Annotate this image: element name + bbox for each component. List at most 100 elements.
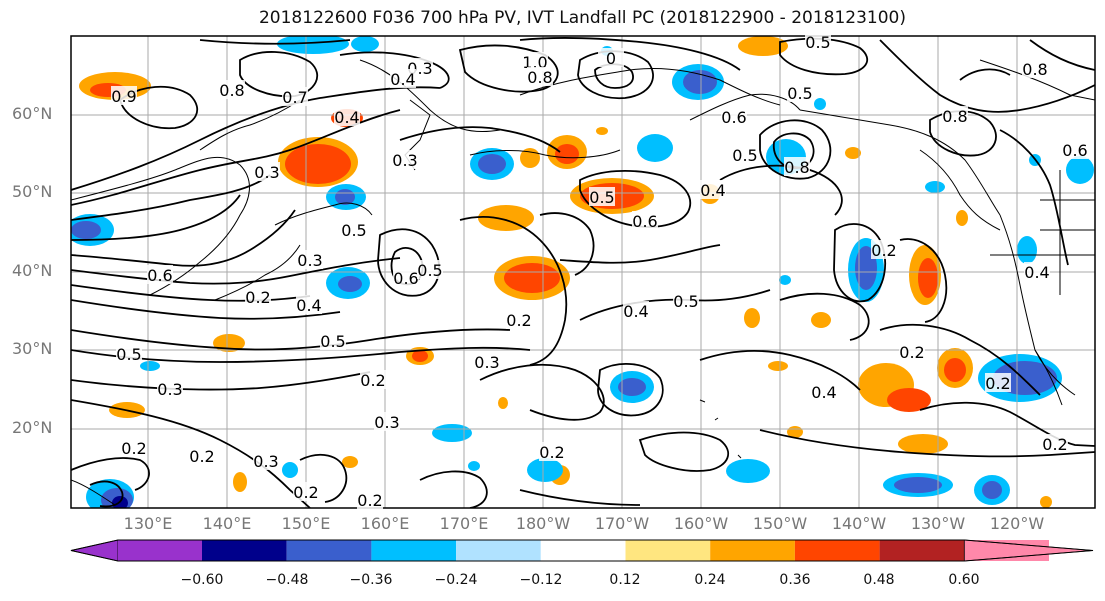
contour-label-bg bbox=[374, 412, 400, 431]
contour-label-bg bbox=[417, 260, 443, 279]
contour-label: 0.3 bbox=[474, 353, 499, 372]
contour-label-bg bbox=[254, 162, 280, 181]
contour-label: 0.2 bbox=[360, 371, 385, 390]
contour-label: 0.2 bbox=[539, 443, 564, 462]
contour-label-bg bbox=[673, 291, 699, 310]
contour-label-bg bbox=[784, 157, 810, 176]
colorbar-tick: −0.48 bbox=[265, 572, 309, 588]
contour-label-bg bbox=[245, 287, 271, 306]
lon-label: 180°W bbox=[515, 514, 571, 533]
contour-label-bg bbox=[121, 438, 147, 457]
contour-label-bg bbox=[189, 446, 215, 465]
contour-label: 0.4 bbox=[700, 181, 725, 200]
contour-label: 0.8 bbox=[784, 158, 809, 177]
contour-label-bg bbox=[1024, 262, 1050, 281]
lon-label: 140°W bbox=[831, 514, 887, 533]
contour-label-bg bbox=[1042, 434, 1068, 453]
contour-label-bg bbox=[116, 344, 142, 363]
lon-label: 170°W bbox=[594, 514, 650, 533]
lat-label: 40°N bbox=[12, 261, 53, 280]
contour-label-bg bbox=[700, 180, 726, 199]
contour-label-bg bbox=[392, 150, 418, 169]
lon-label: 130°E bbox=[123, 514, 173, 533]
contour-label: 0.2 bbox=[1042, 435, 1067, 454]
contour-label: 0.5 bbox=[732, 146, 757, 165]
contour-label-bg bbox=[390, 69, 416, 88]
contour-label: 0.9 bbox=[111, 87, 136, 106]
contour-label-bg bbox=[623, 301, 649, 320]
contour-label: 0.8 bbox=[219, 81, 244, 100]
contour-label: 0.2 bbox=[357, 491, 382, 510]
contour-label-bg bbox=[632, 211, 658, 230]
contour-label-bg bbox=[732, 145, 758, 164]
lon-label: 120°W bbox=[989, 514, 1045, 533]
contour-label-bg bbox=[721, 107, 747, 126]
colorbar-tick: 0.24 bbox=[694, 572, 726, 588]
contour-label: 0.4 bbox=[390, 70, 415, 89]
figure-title: 2018122600 F036 700 hPa PV, IVT Landfall… bbox=[258, 8, 906, 28]
contour-label: 0.6 bbox=[147, 266, 172, 285]
contour-label-bg bbox=[1062, 140, 1088, 159]
contour-label-bg bbox=[253, 451, 279, 470]
contour-label-bg bbox=[942, 106, 968, 125]
contour-label-bg bbox=[360, 370, 386, 389]
contour-label-bg bbox=[1022, 59, 1048, 78]
colorbar-bin bbox=[202, 540, 287, 561]
lat-label: 30°N bbox=[12, 339, 53, 358]
contour-label-bg bbox=[805, 32, 831, 51]
contour-label: 0.2 bbox=[985, 374, 1010, 393]
contour-label: 0.2 bbox=[245, 288, 270, 307]
colorbar-bin bbox=[286, 540, 372, 561]
colorbar bbox=[70, 539, 1094, 562]
lon-label: 150°W bbox=[752, 514, 808, 533]
contour-label: 0.4 bbox=[296, 296, 321, 315]
contour-label-bg bbox=[393, 268, 419, 287]
contour-label-bg bbox=[111, 86, 137, 105]
colorbar-tick: −0.12 bbox=[519, 572, 563, 588]
pv-contours bbox=[71, 36, 1095, 508]
contour-label-bg bbox=[297, 250, 323, 269]
contour-label: 0 bbox=[606, 49, 616, 68]
contour-label-bg bbox=[589, 187, 615, 206]
contour-label: 0.5 bbox=[589, 188, 614, 207]
lat-label: 60°N bbox=[12, 104, 53, 123]
map-frame bbox=[70, 35, 1096, 509]
contour-label-bg bbox=[320, 331, 346, 350]
colorbar-tick: 0.60 bbox=[948, 572, 980, 588]
contour-label: 0.3 bbox=[157, 380, 182, 399]
contour-label-bg bbox=[334, 107, 360, 126]
lon-label: 140°E bbox=[202, 514, 252, 533]
contour-label: 0.6 bbox=[721, 108, 746, 127]
contour-label: 0.4 bbox=[1024, 263, 1049, 282]
colorbar-tick: −0.24 bbox=[434, 572, 478, 588]
contour-label-bg bbox=[598, 48, 624, 67]
contour-label: 0.5 bbox=[673, 292, 698, 311]
contour-label-bg bbox=[527, 67, 553, 86]
contour-label-bg bbox=[811, 382, 837, 401]
contour-label: 0.3 bbox=[392, 151, 417, 170]
contour-label: 0.2 bbox=[121, 439, 146, 458]
contour-label: 0.3 bbox=[297, 251, 322, 270]
contour-label-bg bbox=[539, 442, 565, 461]
contour-label-bg bbox=[985, 373, 1011, 392]
contour-label: 0.6 bbox=[632, 212, 657, 231]
contour-label: 0.5 bbox=[320, 332, 345, 351]
contour-label: 0.7 bbox=[282, 88, 307, 107]
lon-label: 170°E bbox=[439, 514, 489, 533]
contour-label: 0.2 bbox=[899, 343, 924, 362]
contour-label: 0.6 bbox=[1062, 141, 1087, 160]
colorbar-bin bbox=[456, 540, 541, 561]
contour-label: 0.2 bbox=[871, 241, 896, 260]
contour-label: 0.3 bbox=[374, 413, 399, 432]
coastlines bbox=[71, 59, 1095, 506]
contour-label: 0.8 bbox=[1022, 60, 1047, 79]
contour-labels: 0.70.80.30.40.41.00.800.50.50.60.50.80.8… bbox=[111, 32, 1088, 510]
colorbar-bin bbox=[118, 540, 202, 561]
lat-label: 50°N bbox=[12, 182, 53, 201]
contour-label: 0.6 bbox=[393, 269, 418, 288]
lon-label: 130°W bbox=[910, 514, 966, 533]
colorbar-bin bbox=[794, 540, 880, 561]
lat-label: 20°N bbox=[12, 418, 53, 437]
colorbar-tick: 0.12 bbox=[609, 572, 641, 588]
